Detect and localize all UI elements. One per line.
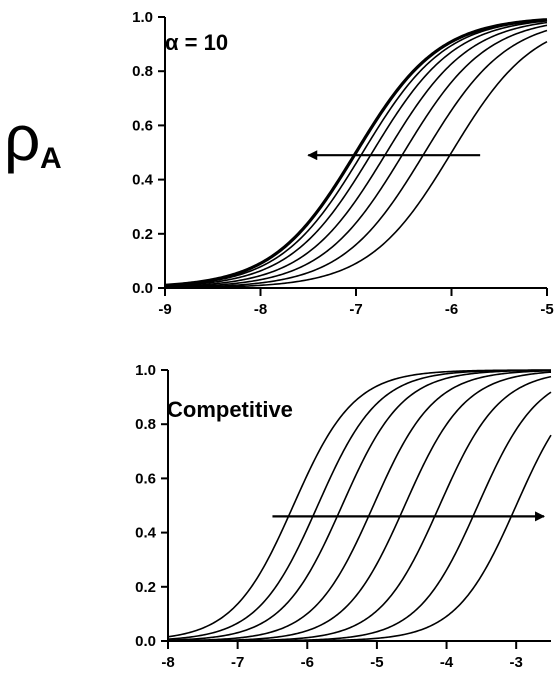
series-line <box>167 369 552 640</box>
series-line <box>167 369 552 641</box>
x-tick-label: -7 <box>231 654 244 671</box>
x-tick-label: -8 <box>161 654 174 671</box>
series-line <box>164 29 548 289</box>
y-tick-label: 0.0 <box>135 633 156 650</box>
series-line <box>164 21 548 288</box>
y-tick-label: 0.6 <box>132 117 153 134</box>
chart-panel-competitive: Competitive 0.0 0.2 0.4 0.6 0.8 1.0 -8 -7 -6 -5 -4… <box>135 362 552 671</box>
y-tick-label: 0.4 <box>135 525 157 542</box>
y-tick-label: 0.4 <box>132 172 154 189</box>
chart-panel-alpha: α = 10 0.0 0.2 0.4 0.6 0.8 1.0 -9 -8 -7 -6 -5 <box>132 9 554 318</box>
y-tick-label: 0.0 <box>132 280 153 297</box>
series-line <box>164 19 548 287</box>
series-line <box>164 18 548 287</box>
series-line <box>167 369 552 642</box>
series-line <box>164 20 548 287</box>
y-axis-label: ρ <box>4 102 40 174</box>
x-tick-label: -6 <box>445 301 458 318</box>
x-tick-label: -7 <box>349 301 362 318</box>
x-tick-label: -4 <box>440 654 454 671</box>
y-axis-label-subscript: A <box>40 142 62 175</box>
y-tick-label: 0.8 <box>132 63 153 80</box>
y-tick-label: 0.6 <box>135 470 156 487</box>
y-tick-label: 0.2 <box>132 226 153 243</box>
panel-annotation-alpha: α = 10 <box>165 30 228 55</box>
x-tick-label: -5 <box>540 301 553 318</box>
series-line <box>168 434 552 642</box>
series-line <box>164 40 548 289</box>
y-tick-label: 1.0 <box>135 362 156 379</box>
y-tick-label: 0.2 <box>135 579 156 596</box>
series-line <box>164 24 548 288</box>
x-tick-label: -8 <box>254 301 267 318</box>
x-tick-label: -3 <box>510 654 523 671</box>
y-tick-label: 1.0 <box>132 9 153 26</box>
x-tick-label: -9 <box>158 301 171 318</box>
x-tick-label: -6 <box>301 654 314 671</box>
x-tick-label: -5 <box>370 654 383 671</box>
panel-annotation-competitive: Competitive <box>167 397 293 422</box>
y-tick-label: 0.8 <box>135 416 156 433</box>
